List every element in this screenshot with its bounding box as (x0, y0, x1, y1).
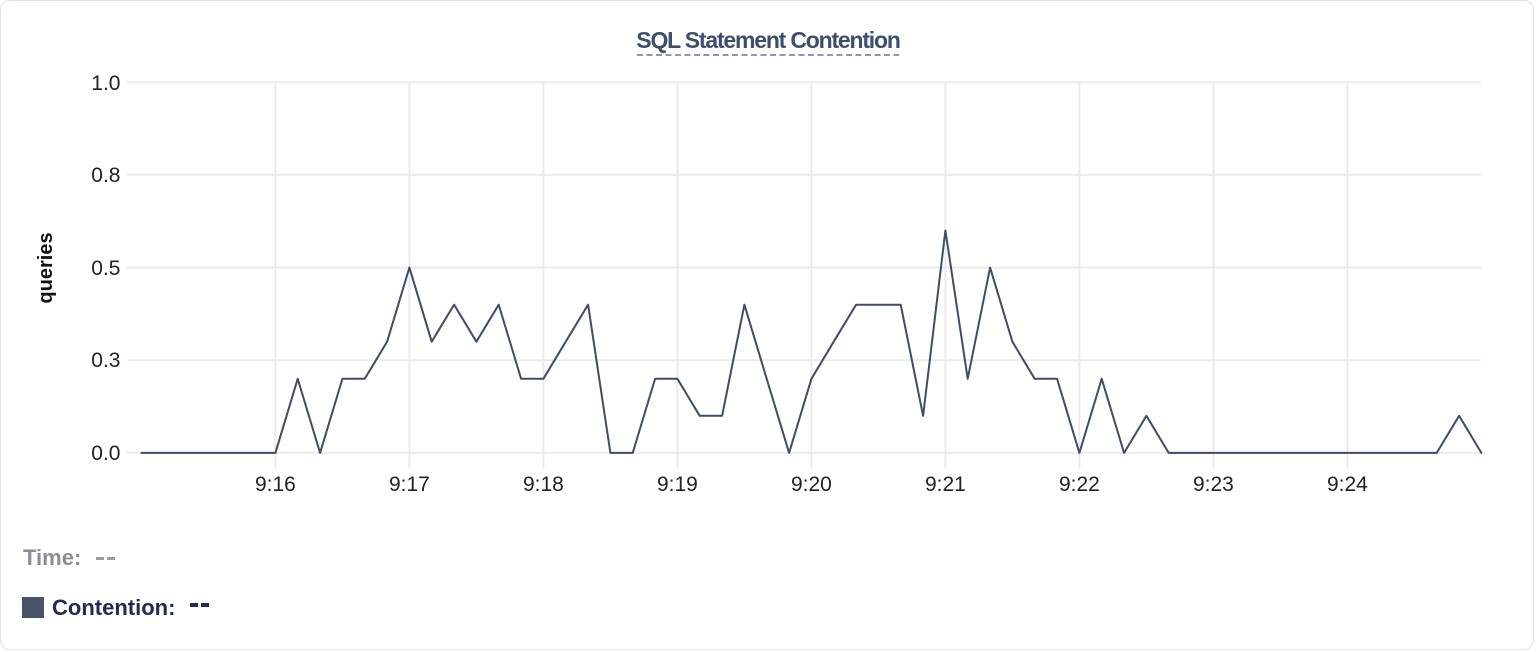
svg-text:0.3: 0.3 (91, 349, 120, 372)
svg-text:9:19: 9:19 (657, 473, 698, 496)
svg-text:1.0: 1.0 (91, 72, 120, 95)
svg-text:9:17: 9:17 (389, 473, 430, 496)
svg-text:queries: queries (35, 232, 57, 303)
svg-text:0.5: 0.5 (91, 257, 120, 280)
svg-text:9:24: 9:24 (1327, 473, 1368, 496)
svg-text:9:16: 9:16 (255, 473, 296, 496)
svg-text:9:18: 9:18 (523, 473, 564, 496)
svg-text:9:22: 9:22 (1059, 473, 1100, 496)
svg-text:9:23: 9:23 (1193, 473, 1234, 496)
svg-text:0.0: 0.0 (91, 442, 120, 465)
svg-text:9:20: 9:20 (791, 473, 832, 496)
svg-text:0.8: 0.8 (91, 164, 120, 187)
svg-text:9:21: 9:21 (925, 473, 966, 496)
